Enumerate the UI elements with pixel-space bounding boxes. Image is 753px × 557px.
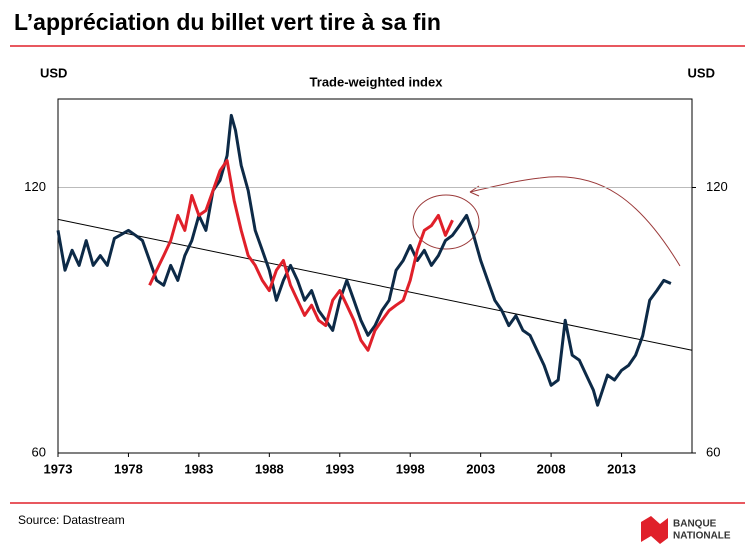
annotation-arrow	[469, 176, 681, 267]
x-tick-label: 1988	[255, 461, 284, 476]
x-tick-label: 1978	[114, 461, 143, 476]
x-tick-label: 1993	[325, 461, 354, 476]
series-line	[56, 113, 672, 407]
plot-frame	[57, 98, 693, 454]
y-tick-label: 60	[32, 444, 46, 459]
logo-mark	[641, 516, 668, 544]
highlight-ellipse	[412, 194, 480, 250]
x-tick-label: 2008	[537, 461, 566, 476]
x-tick-label: 2003	[466, 461, 495, 476]
series-line	[148, 159, 454, 352]
trend-line	[57, 218, 693, 351]
chart-subtitle: Trade-weighted index	[310, 74, 444, 89]
logo: BANQUE NATIONALE	[641, 516, 731, 544]
y-tick-label: 120	[24, 179, 46, 194]
chart-title: L’appréciation du billet vert tire à sa …	[14, 9, 441, 35]
logo-text: BANQUE	[673, 519, 717, 530]
x-tick-label: 2013	[607, 461, 636, 476]
x-tick-label: 1998	[396, 461, 425, 476]
x-tick-label: 1973	[44, 461, 73, 476]
logo-text: NATIONALE	[673, 531, 731, 542]
y2-tick-label: 120	[706, 179, 728, 194]
x-tick-label: 1983	[184, 461, 213, 476]
y-axis-label: USD	[40, 65, 67, 80]
source-note: Source: Datastream	[18, 513, 125, 527]
y2-axis-label: USD	[688, 65, 715, 80]
y2-tick-label: 60	[706, 444, 720, 459]
